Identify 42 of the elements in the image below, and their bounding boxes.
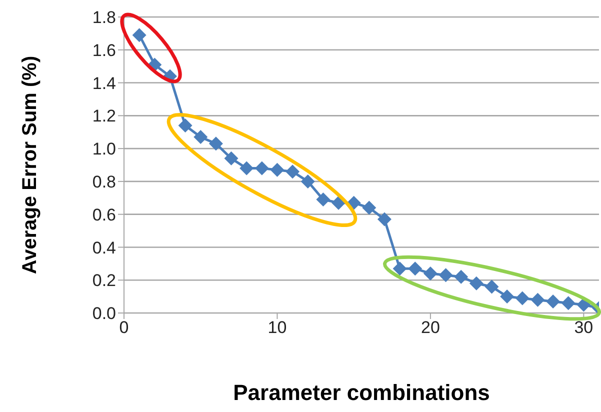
- point: [208, 136, 223, 151]
- y-tick-label: 0.8: [92, 172, 116, 192]
- y-tick-label: 0.2: [92, 271, 116, 290]
- x-tick-label: 0: [119, 318, 129, 338]
- x-axis-title: Parameter combinations: [233, 380, 490, 405]
- point: [484, 280, 499, 294]
- point: [561, 296, 576, 310]
- y-tick-label: 1.2: [92, 106, 116, 126]
- point: [515, 291, 530, 306]
- point: [316, 192, 330, 207]
- point: [178, 118, 192, 133]
- point: [224, 151, 238, 166]
- point: [408, 262, 422, 276]
- point: [454, 270, 468, 284]
- point: [469, 276, 484, 290]
- x-tick-label: 30: [574, 318, 594, 338]
- point: [423, 266, 438, 281]
- point: [300, 174, 315, 188]
- point: [254, 161, 269, 176]
- y-tick-label: 1.0: [92, 140, 116, 159]
- y-tick-label: 1.6: [92, 40, 116, 60]
- point: [270, 162, 284, 177]
- y-tick-label: 0.0: [92, 304, 116, 324]
- point: [546, 294, 560, 308]
- point: [240, 161, 254, 176]
- point: [500, 290, 514, 304]
- y-tick-label: 1.8: [92, 8, 116, 28]
- point: [362, 200, 376, 215]
- point: [530, 292, 545, 307]
- point: [286, 164, 300, 179]
- y-axis-title: Average Error Sum (%): [19, 56, 41, 274]
- point: [377, 212, 392, 226]
- x-tick-label: 10: [268, 318, 287, 338]
- y-tick-label: 0.6: [92, 205, 116, 224]
- point: [132, 28, 146, 42]
- point: [194, 130, 208, 144]
- x-tick-label: 20: [420, 318, 440, 338]
- point: [392, 262, 407, 276]
- point: [438, 268, 453, 282]
- y-tick-label: 1.4: [92, 74, 116, 93]
- point: [576, 298, 591, 312]
- y-tick-label: 0.4: [92, 238, 116, 258]
